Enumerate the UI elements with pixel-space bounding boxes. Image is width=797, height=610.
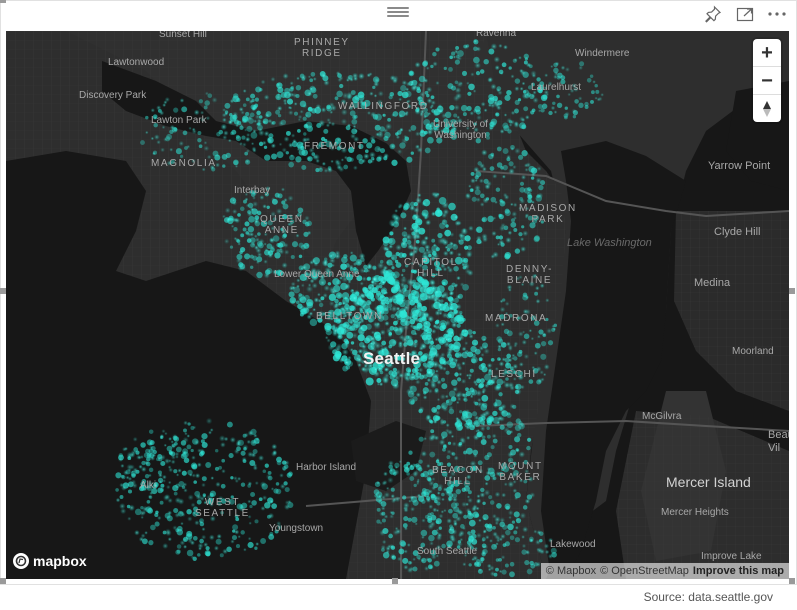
focus-mode-button[interactable]	[734, 3, 756, 25]
map-basemap	[6, 31, 789, 579]
label-leschi: LESCHI	[491, 369, 537, 380]
incident-heat-points	[115, 38, 605, 578]
resize-handle-bottom[interactable]	[392, 578, 398, 584]
label-belltown: BELLTOWN	[316, 311, 383, 322]
label-madrona: MADRONA	[485, 313, 548, 324]
label-windermere: Windermere	[575, 48, 630, 59]
map-attribution: © Mapbox © OpenStreetMap Improve this ma…	[540, 563, 789, 579]
water-bodies	[6, 61, 789, 579]
label-south-seattle: South Seattle	[417, 546, 478, 557]
label-lawtonwood: Lawtonwood	[108, 57, 165, 68]
label-mercer-heights: Mercer Heights	[661, 507, 729, 518]
zoom-out-button[interactable]: −	[753, 67, 781, 95]
source-caption: Source: data.seattle.gov	[643, 590, 773, 604]
label-ravenna: Ravenna	[476, 31, 517, 39]
label-denny-blaine: DENNY- BLAINE	[506, 264, 554, 286]
label-queen-anne: QUEEN ANNE	[260, 214, 304, 236]
label-interbay: Interbay	[234, 185, 271, 196]
mapbox-logo-text: mapbox	[33, 553, 87, 569]
label-improve-lake: Improve Lake	[701, 551, 762, 562]
label-beaux-arts: Beau Vil	[768, 429, 789, 454]
label-lakewood: Lakewood	[550, 539, 596, 550]
label-alki: Alki	[140, 480, 157, 491]
label-sunset-hill: Sunset Hill	[159, 31, 207, 40]
label-harbor-island: Harbor Island	[296, 462, 357, 473]
label-lake-washington: Lake Washington	[567, 237, 652, 249]
attribution-osm-link[interactable]: © OpenStreetMap	[600, 565, 689, 577]
compass-icon	[763, 100, 771, 117]
label-clyde-hill: Clyde Hill	[714, 226, 761, 238]
label-moorland: Moorland	[732, 346, 774, 357]
label-madison-park: MADISON PARK	[519, 203, 577, 225]
label-laurelhurst: Laurelhurst	[531, 82, 582, 93]
attribution-mapbox-link[interactable]: © Mapbox	[545, 565, 597, 577]
mapbox-logo-icon	[13, 553, 29, 569]
label-mount-baker: MOUNT BAKER	[498, 461, 543, 483]
zoom-in-icon: +	[761, 41, 773, 64]
pin-icon	[705, 5, 722, 23]
label-capitol-hill: CAPITOL HILL	[404, 257, 458, 279]
map-navigation-control: + −	[753, 39, 781, 122]
label-lower-queen-anne: Lower Queen Anne	[274, 269, 360, 280]
label-medina: Medina	[694, 277, 731, 289]
label-mercer-island: Mercer Island	[666, 474, 751, 490]
mapbox-logo[interactable]: mapbox	[12, 552, 87, 570]
label-lawton-park: Lawton Park	[151, 115, 207, 126]
resize-handle-left[interactable]	[0, 288, 6, 294]
label-beacon-hill: BEACON HILL	[432, 465, 484, 487]
reset-bearing-button[interactable]	[753, 95, 781, 122]
label-west-seattle: WEST SEATTLE	[195, 497, 250, 519]
label-wallingford: WALLINGFORD	[338, 101, 429, 112]
resize-handle-right[interactable]	[789, 288, 795, 294]
label-discovery-park: Discovery Park	[79, 90, 147, 101]
resize-handle-top-left[interactable]	[0, 0, 6, 3]
more-options-icon	[768, 12, 786, 16]
label-mcgilvra: McGilvra	[642, 411, 682, 422]
label-youngstown: Youngstown	[269, 523, 324, 534]
more-options-button[interactable]	[766, 3, 788, 25]
pin-button[interactable]	[702, 3, 724, 25]
visual-header	[702, 3, 788, 25]
visual-container: Sunset Hill PHINNEY RIDGE Ravenna Winder…	[0, 0, 797, 585]
resize-handle-bottom-left[interactable]	[0, 578, 6, 584]
label-yarrow-point: Yarrow Point	[708, 160, 771, 172]
improve-map-link[interactable]: Improve this map	[692, 565, 784, 577]
label-university-of-washington: University of Washington	[433, 119, 489, 141]
map-canvas[interactable]: Sunset Hill PHINNEY RIDGE Ravenna Winder…	[6, 31, 789, 579]
label-seattle: Seattle	[363, 349, 421, 368]
zoom-in-button[interactable]: +	[753, 39, 781, 67]
label-magnolia: MAGNOLIA	[151, 158, 217, 169]
label-phinney-ridge: PHINNEY RIDGE	[294, 37, 350, 59]
drag-handle-icon[interactable]	[387, 5, 409, 17]
focus-mode-icon	[736, 7, 754, 22]
label-fremont: FREMONT	[304, 141, 365, 152]
resize-handle-bottom-right[interactable]	[789, 578, 795, 584]
zoom-out-icon: −	[761, 69, 773, 92]
